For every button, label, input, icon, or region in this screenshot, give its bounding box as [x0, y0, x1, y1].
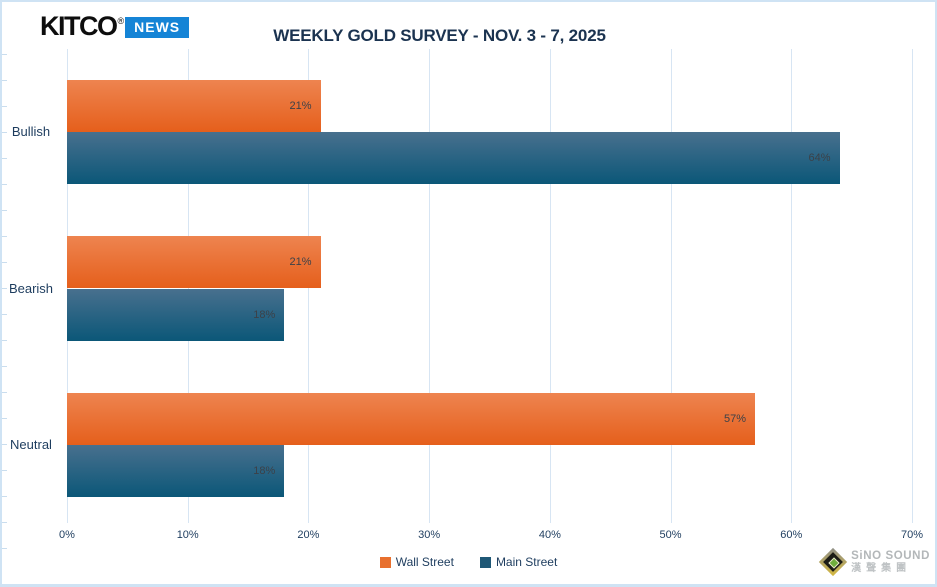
category-label-bullish: Bullish	[11, 124, 51, 140]
bar-value-label: 64%	[808, 152, 831, 165]
bar-value-label: 21%	[289, 100, 312, 113]
x-axis-tick-label: 10%	[176, 529, 199, 541]
bar-value-label: 57%	[724, 412, 747, 425]
x-axis-tick-label: 60%	[780, 529, 803, 541]
legend-item-wall-street: Wall Street	[379, 555, 454, 569]
gridline-30%	[429, 49, 431, 523]
watermark-chinese-text: 漢聲集團	[851, 562, 912, 574]
gridline-50%	[670, 49, 672, 523]
x-axis-tick-label: 20%	[297, 529, 320, 541]
chart-title: WEEKLY GOLD SURVEY - NOV. 3 - 7, 2025	[273, 26, 606, 45]
bar-bearish-main-street: 18%	[67, 288, 285, 341]
legend-swatch-icon	[379, 556, 391, 568]
x-axis-tick-label: 50%	[659, 529, 682, 541]
watermark-brand-text: SiNO SOUND	[851, 549, 930, 562]
category-axis-ticks	[2, 54, 7, 549]
news-badge: NEWS	[125, 17, 190, 38]
bar-value-label: 21%	[289, 256, 312, 269]
gridline-70%	[912, 49, 913, 523]
bar-value-label: 18%	[253, 308, 276, 321]
x-axis-tick-label: 30%	[418, 529, 441, 541]
sino-sound-diamond-icon	[818, 547, 848, 577]
bar-value-label: 18%	[253, 464, 276, 477]
x-axis-tick-label: 40%	[538, 529, 561, 541]
legend-swatch-icon	[479, 556, 491, 568]
bar-neutral-main-street: 18%	[67, 444, 285, 497]
legend-label: Main Street	[495, 555, 558, 569]
bar-neutral-wall-street: 57%	[67, 392, 756, 445]
kitco-news-logo: KITCO ® NEWS	[40, 11, 190, 41]
watermark: SiNO SOUND 漢聲集團	[818, 547, 930, 577]
x-axis-tick-label: 0%	[59, 529, 75, 541]
legend-label: Wall Street	[395, 555, 454, 569]
bar-bearish-wall-street: 21%	[67, 236, 321, 289]
category-label-neutral: Neutral	[10, 436, 52, 452]
x-axis-tick-label: 70%	[900, 529, 924, 541]
gridline-60%	[791, 49, 793, 523]
gridline-40%	[549, 49, 551, 523]
category-label-bearish: Bearish	[8, 280, 54, 296]
kitco-logo-text: KITCO	[40, 11, 118, 41]
registered-trademark-icon: ®	[117, 16, 125, 26]
plot-area: 21% 64% 21% 18% 57% 18%	[67, 49, 913, 523]
legend-item-main-street: Main Street	[479, 555, 558, 569]
bar-bullish-main-street: 64%	[67, 132, 840, 185]
legend: Wall Street Main Street	[2, 555, 935, 569]
bar-bullish-wall-street: 21%	[67, 80, 321, 133]
